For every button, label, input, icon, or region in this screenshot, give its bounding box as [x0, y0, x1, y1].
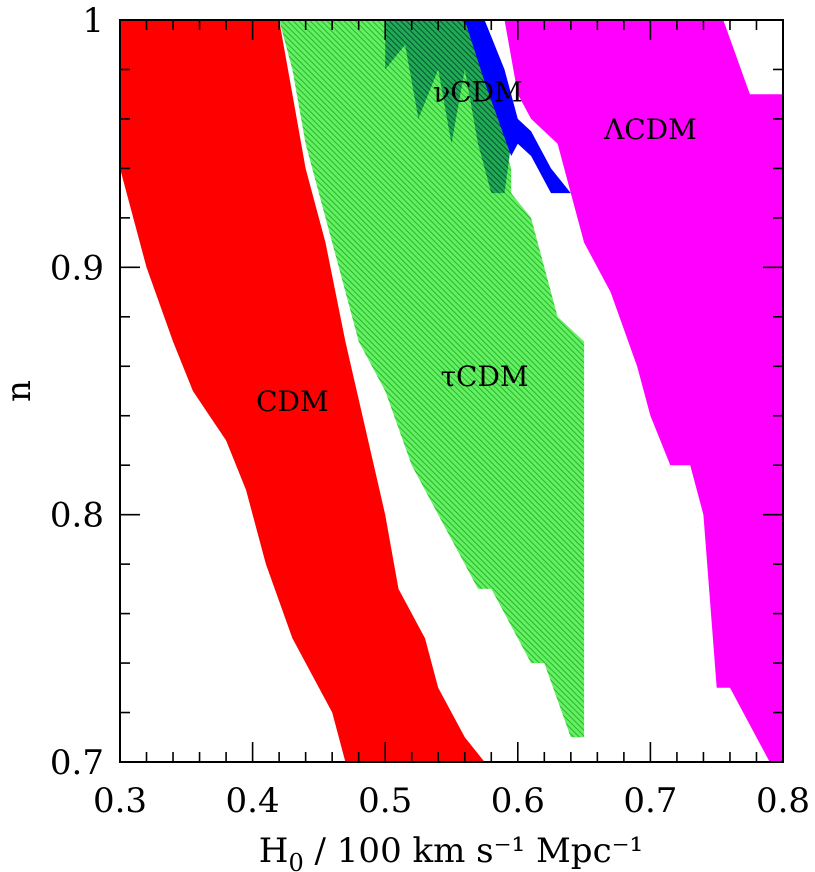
region-labels-layer: CDM τCDM νCDM ΛCDM [256, 76, 697, 418]
y-axis-title: n [0, 380, 39, 402]
x-axis-title: H0 / 100 km s⁻¹ Mpc⁻¹ [259, 831, 643, 872]
y-tick-label: 1 [82, 1, 104, 41]
x-axis-title-subscript: 0 [288, 849, 303, 872]
y-tick-label: 0.7 [50, 743, 104, 783]
regions-layer [120, 20, 783, 762]
x-tick-label: 0.5 [358, 781, 412, 821]
y-tick-label: 0.8 [50, 496, 104, 536]
x-axis-title-main: H [259, 831, 289, 871]
x-tick-label: 0.6 [491, 781, 545, 821]
x-tick-label: 0.4 [226, 781, 280, 821]
region-blue-band [464, 20, 571, 194]
plot-frame [119, 19, 784, 763]
x-tick-label: 0.8 [756, 781, 810, 821]
x-tick-label: 0.7 [623, 781, 677, 821]
axis-ticks [119, 19, 784, 763]
region-label-tau-cdm: τCDM [441, 360, 529, 393]
region-label-cdm: CDM [256, 385, 329, 418]
region-cdm [120, 20, 485, 762]
x-axis-title-rest: / 100 km s⁻¹ Mpc⁻¹ [304, 831, 643, 871]
y-tick-labels: 0.7 0.8 0.9 1 [50, 1, 104, 783]
region-tau-cdm [279, 20, 585, 738]
y-tick-label: 0.9 [50, 248, 104, 288]
x-tick-label: 0.3 [93, 781, 147, 821]
region-label-lambda-cdm: ΛCDM [603, 113, 697, 146]
region-label-nu-cdm: νCDM [433, 76, 523, 109]
region-lambda-cdm [504, 20, 783, 762]
x-tick-labels: 0.3 0.4 0.5 0.6 0.7 0.8 [93, 781, 810, 821]
